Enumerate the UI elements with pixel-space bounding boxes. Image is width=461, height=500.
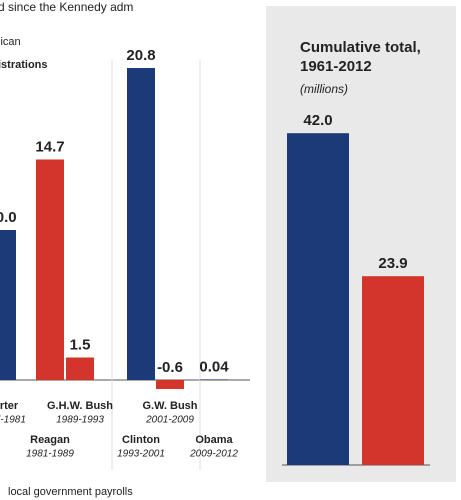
x-tick-label: Reagan bbox=[30, 434, 70, 446]
title-part: 1961-2012 bbox=[300, 58, 372, 75]
bar bbox=[362, 276, 424, 465]
bar bbox=[36, 159, 64, 380]
bar bbox=[156, 380, 184, 389]
x-tick-sublabel: 1981-1989 bbox=[26, 449, 74, 460]
x-tick-sublabel: 2009-2012 bbox=[189, 449, 238, 460]
value-label: 1.5 bbox=[70, 336, 91, 353]
note: local government payrolls bbox=[8, 486, 133, 498]
x-tick-label: Carter bbox=[0, 400, 19, 412]
value-label: 23.9 bbox=[378, 255, 407, 272]
value-label: 20.8 bbox=[126, 47, 155, 64]
bar bbox=[66, 357, 94, 380]
legend-label: lican bbox=[0, 36, 21, 48]
value-label: 42.0 bbox=[303, 112, 332, 129]
note: istrations bbox=[0, 59, 48, 71]
bar bbox=[127, 68, 155, 380]
title-part: Cumulative total, bbox=[300, 39, 421, 56]
x-tick-label: Clinton bbox=[122, 434, 160, 446]
x-tick-sublabel: 2001-2009 bbox=[145, 415, 194, 426]
chart-subtitle: (millions) bbox=[300, 82, 348, 96]
bar bbox=[0, 230, 16, 380]
value-label: 14.7 bbox=[35, 138, 64, 155]
value-label: 0.04 bbox=[199, 358, 229, 375]
note: d since the Kennedy adm bbox=[0, 0, 133, 14]
x-tick-label: Obama bbox=[195, 434, 233, 446]
x-tick-sublabel: 1989-1993 bbox=[56, 415, 104, 426]
bar bbox=[287, 133, 349, 465]
chart-title: Cumulative total, 1961-2012 bbox=[300, 39, 421, 75]
x-tick-label: G.W. Bush bbox=[143, 400, 198, 412]
x-tick-sublabel: 1993-2001 bbox=[117, 449, 165, 460]
value-label: -0.6 bbox=[157, 359, 183, 376]
x-tick-label: G.H.W. Bush bbox=[47, 400, 113, 412]
bar bbox=[200, 379, 228, 380]
x-tick-sublabel: 1977-1981 bbox=[0, 415, 26, 426]
value-label: 10.0 bbox=[0, 209, 17, 226]
